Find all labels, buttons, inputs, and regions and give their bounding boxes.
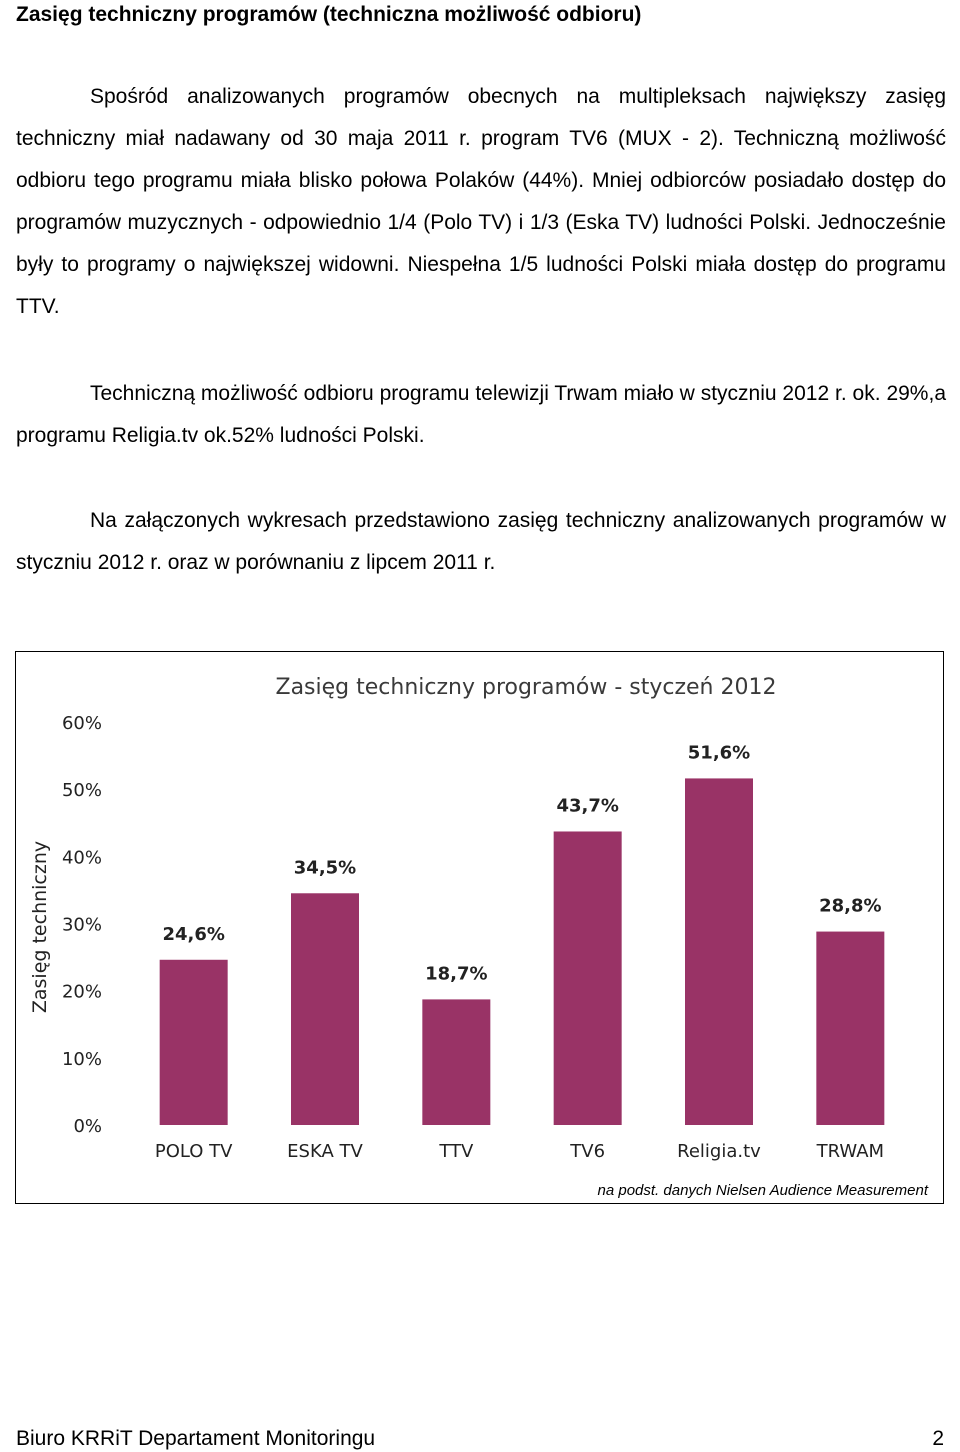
x-tick-label: TV6 bbox=[569, 1141, 605, 1162]
page-number: 2 bbox=[932, 1427, 944, 1450]
bar bbox=[685, 778, 753, 1125]
bar-value-label: 34,5% bbox=[294, 857, 356, 878]
y-tick-label: 50% bbox=[62, 780, 102, 801]
paragraph-trwam-religia: Techniczną możliwość odbioru programu te… bbox=[16, 382, 946, 447]
source-note: na podst. danych Nielsen Audience Measur… bbox=[598, 1182, 929, 1199]
x-tick-label: TTV bbox=[438, 1141, 474, 1162]
bar-value-label: 43,7% bbox=[556, 795, 618, 816]
x-tick-label: ESKA TV bbox=[287, 1141, 363, 1162]
x-tick-label: Religia.tv bbox=[677, 1141, 761, 1162]
paragraph-summary: Spośród analizowanych programów obecnych… bbox=[16, 85, 946, 318]
bar-value-label: 18,7% bbox=[425, 963, 487, 984]
bar-value-label: 51,6% bbox=[688, 742, 750, 763]
bar bbox=[816, 931, 885, 1125]
y-axis-label: Zasięg techniczny bbox=[29, 841, 51, 1013]
bar-chart: Zasięg techniczny programów - styczeń 20… bbox=[29, 675, 929, 1199]
chart-title: Zasięg techniczny programów - styczeń 20… bbox=[276, 675, 777, 700]
y-tick-label: 10% bbox=[62, 1049, 102, 1070]
y-tick-label: 30% bbox=[62, 915, 102, 936]
page-heading: Zasięg techniczny programów (techniczna … bbox=[16, 3, 642, 26]
bar bbox=[422, 999, 491, 1125]
footer-department: Biuro KRRiT Departament Monitoringu bbox=[16, 1427, 376, 1450]
x-tick-label: POLO TV bbox=[155, 1141, 233, 1162]
bar bbox=[159, 959, 228, 1125]
bar-value-label: 24,6% bbox=[162, 924, 224, 945]
y-tick-label: 40% bbox=[62, 847, 102, 868]
bar bbox=[291, 893, 359, 1125]
y-tick-label: 0% bbox=[73, 1116, 102, 1137]
y-tick-label: 60% bbox=[62, 713, 102, 734]
x-tick-label: TRWAM bbox=[816, 1141, 884, 1162]
bar-value-label: 28,8% bbox=[819, 896, 881, 917]
bar bbox=[553, 831, 622, 1125]
paragraph-charts-intro: Na załączonych wykresach przedstawiono z… bbox=[16, 509, 946, 574]
y-tick-label: 20% bbox=[62, 982, 102, 1003]
bar-chart-frame: Zasięg techniczny programów - styczeń 20… bbox=[15, 651, 944, 1204]
